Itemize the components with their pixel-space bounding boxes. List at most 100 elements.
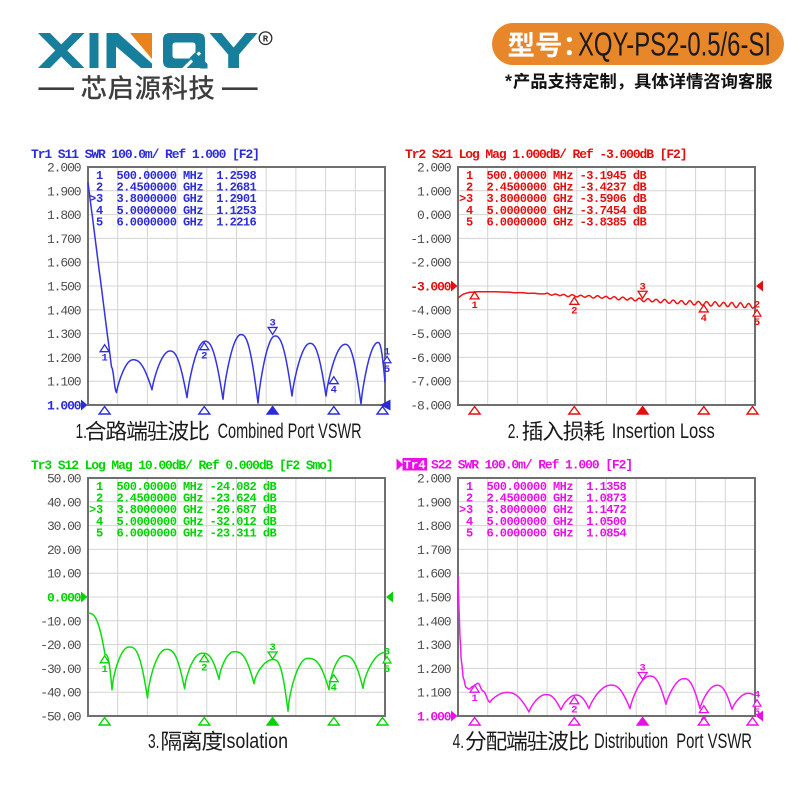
svg-text:2: 2 <box>466 181 473 195</box>
svg-text:5.0000000 GHz 1.0500: 5.0000000 GHz 1.0500 <box>487 515 627 529</box>
svg-text:2: 2 <box>96 181 103 195</box>
svg-text:>: > <box>459 192 466 206</box>
svg-text:1: 1 <box>101 353 107 365</box>
svg-text:3: 3 <box>384 646 390 658</box>
svg-text:-10.00: -10.00 <box>40 614 81 629</box>
svg-text:1.300: 1.300 <box>417 638 451 653</box>
svg-text:-5.000: -5.000 <box>410 327 451 342</box>
svg-text:0.000: 0.000 <box>417 208 451 223</box>
svg-text:500.00000 MHz -3.1945 dB: 500.00000 MHz -3.1945 dB <box>487 169 647 183</box>
svg-text:5: 5 <box>466 526 473 540</box>
svg-text:1: 1 <box>466 480 473 494</box>
svg-text:1.800: 1.800 <box>47 208 81 223</box>
svg-text:S22 SWR 100.0m/ Ref 1.000 [F2]: S22 SWR 100.0m/ Ref 1.000 [F2] <box>431 458 632 473</box>
svg-text:500.00000 MHz 1.2598: 500.00000 MHz 1.2598 <box>117 169 257 183</box>
svg-text:3: 3 <box>639 281 645 293</box>
svg-text:2.000: 2.000 <box>47 161 81 176</box>
svg-text:-30.00: -30.00 <box>40 662 81 677</box>
svg-text:500.00000 MHz -24.082 dB: 500.00000 MHz -24.082 dB <box>117 480 277 494</box>
svg-text:2: 2 <box>201 663 207 675</box>
svg-text:1.500: 1.500 <box>47 280 81 295</box>
svg-text:4: 4 <box>466 515 473 529</box>
svg-text:4: 4 <box>701 313 707 325</box>
svg-text:1.700: 1.700 <box>417 543 451 558</box>
svg-text:1.700: 1.700 <box>47 232 81 247</box>
svg-text:500.00000 MHz 1.1358: 500.00000 MHz 1.1358 <box>487 480 627 494</box>
svg-text:2.4500000 GHz 1.0873: 2.4500000 GHz 1.0873 <box>487 492 627 506</box>
svg-text:3.8000000 GHz -3.5906 dB: 3.8000000 GHz -3.5906 dB <box>487 192 647 206</box>
svg-text:1.000: 1.000 <box>417 184 451 199</box>
svg-text:3.8000000 GHz 1.2901: 3.8000000 GHz 1.2901 <box>117 192 257 206</box>
svg-text:>: > <box>459 503 466 517</box>
svg-text:2: 2 <box>201 351 207 363</box>
svg-text:3.: 3. <box>148 731 160 753</box>
svg-text:5: 5 <box>466 215 473 229</box>
svg-text:2.000: 2.000 <box>417 472 451 487</box>
svg-text:4: 4 <box>754 690 760 702</box>
svg-text:30.00: 30.00 <box>47 519 81 534</box>
svg-text:1.600: 1.600 <box>417 567 451 582</box>
svg-text:Distribution Port VSWR: Distribution Port VSWR <box>594 730 752 753</box>
svg-text:*: * <box>505 72 512 92</box>
svg-text:3: 3 <box>466 192 473 206</box>
svg-text:5.0000000 GHz -32.012 dB: 5.0000000 GHz -32.012 dB <box>117 515 277 529</box>
svg-text:2: 2 <box>571 305 577 317</box>
svg-text:Insertion Loss: Insertion Loss <box>612 420 715 443</box>
svg-text:4.: 4. <box>453 731 465 753</box>
svg-text:1: 1 <box>471 693 477 705</box>
svg-text:-8.000: -8.000 <box>410 399 451 414</box>
svg-text:>: > <box>89 503 96 517</box>
svg-text:6.0000000 GHz -23.311 dB: 6.0000000 GHz -23.311 dB <box>117 526 277 540</box>
svg-text:2.4500000 GHz 1.2681: 2.4500000 GHz 1.2681 <box>117 181 257 195</box>
svg-text:1.200: 1.200 <box>417 662 451 677</box>
svg-text:3: 3 <box>269 317 275 329</box>
svg-text:4: 4 <box>331 683 337 695</box>
svg-text:-1.000: -1.000 <box>410 232 451 247</box>
svg-text:Tr2 S21 Log Mag 1.000dB/ Ref -: Tr2 S21 Log Mag 1.000dB/ Ref -3.000dB [F… <box>405 147 686 162</box>
svg-text:5.0000000 GHz -3.7454 dB: 5.0000000 GHz -3.7454 dB <box>487 204 647 218</box>
svg-text:5: 5 <box>96 215 103 229</box>
svg-text:2: 2 <box>754 300 760 312</box>
svg-text:1.000: 1.000 <box>47 399 82 414</box>
svg-text:2.4500000 GHz -3.4237 dB: 2.4500000 GHz -3.4237 dB <box>487 181 647 195</box>
svg-text:1.600: 1.600 <box>47 256 81 271</box>
svg-text:1: 1 <box>471 300 477 312</box>
svg-text:1.800: 1.800 <box>417 519 451 534</box>
svg-text:2.000: 2.000 <box>417 161 451 176</box>
svg-text:Tr3 S12 Log Mag 10.00dB/ Ref 0: Tr3 S12 Log Mag 10.00dB/ Ref 0.000dB [F2… <box>31 458 333 473</box>
svg-text:>: > <box>89 192 96 206</box>
svg-text:3: 3 <box>466 503 473 517</box>
svg-text:6.0000000 GHz -3.8385 dB: 6.0000000 GHz -3.8385 dB <box>487 215 647 229</box>
svg-text:XQY-PS2-0.5/6-SI: XQY-PS2-0.5/6-SI <box>578 26 771 63</box>
svg-text:20.00: 20.00 <box>47 543 81 558</box>
svg-text:Tr4: Tr4 <box>404 459 427 473</box>
svg-text:2.4500000 GHz -23.624 dB: 2.4500000 GHz -23.624 dB <box>117 492 277 506</box>
svg-text:-3.000: -3.000 <box>410 280 452 295</box>
svg-text:-4.000: -4.000 <box>410 303 451 318</box>
svg-text:2: 2 <box>466 492 473 506</box>
svg-text:1.200: 1.200 <box>47 351 81 366</box>
svg-text:1.300: 1.300 <box>47 327 81 342</box>
svg-text:6.0000000 GHz 1.2216: 6.0000000 GHz 1.2216 <box>117 215 257 229</box>
svg-text:2.: 2. <box>508 421 520 443</box>
svg-text:1: 1 <box>96 480 103 494</box>
svg-text:1.400: 1.400 <box>417 614 451 629</box>
svg-text:Tr1 S11 SWR 100.0m/ Ref 1.000: Tr1 S11 SWR 100.0m/ Ref 1.000 [F2] <box>31 147 259 162</box>
svg-text:3.8000000 GHz -26.687 dB: 3.8000000 GHz -26.687 dB <box>117 503 277 517</box>
svg-text:1.100: 1.100 <box>417 686 451 701</box>
svg-text:1: 1 <box>466 169 473 183</box>
svg-text:5: 5 <box>384 664 390 676</box>
svg-text:R: R <box>263 35 269 45</box>
svg-text:1.400: 1.400 <box>47 303 81 318</box>
svg-text:3: 3 <box>639 662 645 674</box>
svg-text:Isolation: Isolation <box>222 730 289 753</box>
svg-text:6.0000000 GHz 1.0854: 6.0000000 GHz 1.0854 <box>487 526 627 540</box>
svg-text:1.000: 1.000 <box>417 710 452 725</box>
svg-text:-20.00: -20.00 <box>40 638 81 653</box>
svg-text:1.: 1. <box>76 421 88 443</box>
svg-text:10.00: 10.00 <box>47 567 81 582</box>
svg-text:1.900: 1.900 <box>417 495 451 510</box>
svg-text:5: 5 <box>754 707 760 719</box>
svg-text:1: 1 <box>384 346 390 358</box>
svg-text:2: 2 <box>571 705 577 717</box>
